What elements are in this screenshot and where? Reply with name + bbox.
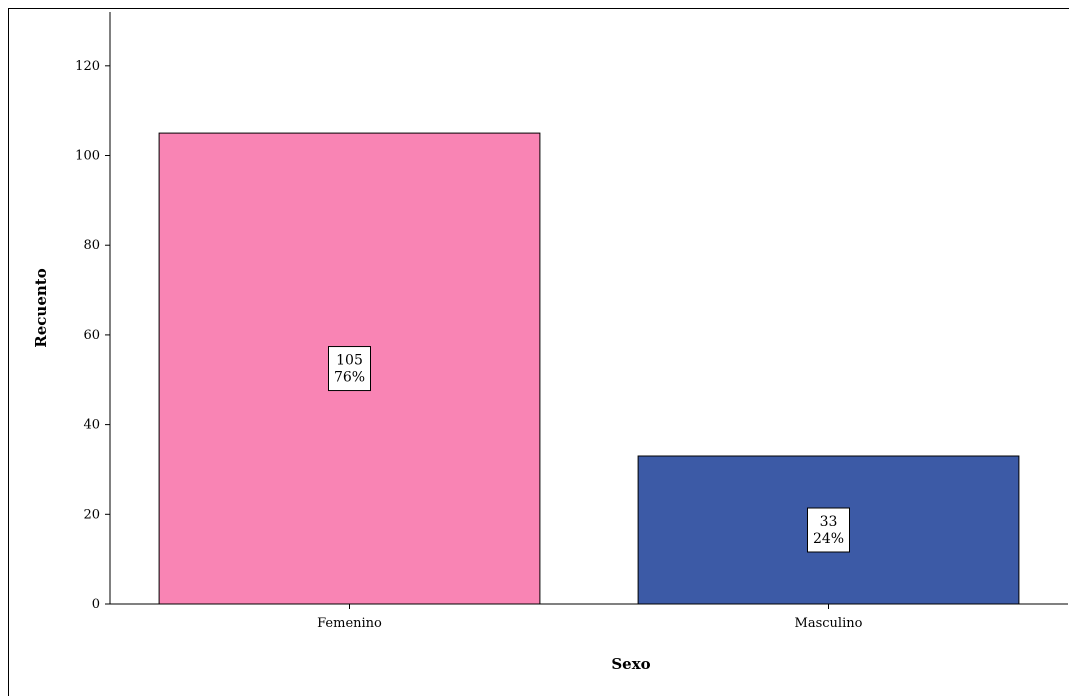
y-tick-label: 100 — [75, 149, 100, 164]
y-tick-label: 60 — [83, 328, 100, 343]
x-tick-label: Femenino — [317, 616, 382, 631]
data-label-percent: 76% — [334, 370, 365, 386]
data-label-count: 105 — [336, 353, 363, 369]
bars — [158, 132, 1020, 605]
data-label-count: 33 — [820, 514, 838, 530]
data-label-box — [328, 346, 371, 392]
y-axis-title: Recuento — [32, 268, 50, 347]
chart-frame — [8, 8, 1069, 696]
data-label-percent: 24% — [813, 531, 844, 547]
y-tick-label: 0 — [92, 597, 100, 612]
y-tick-label: 120 — [75, 59, 100, 74]
x-axis-title: Sexo — [611, 655, 650, 673]
y-tick-label: 20 — [83, 507, 100, 522]
x-tick-label: Masculino — [795, 616, 863, 631]
x-axis-ticks: Femenino Masculino — [317, 604, 863, 631]
data-label-box — [807, 507, 850, 553]
y-axis-ticks: 0 20 40 60 80 100 120 — [75, 59, 110, 612]
y-tick-label: 40 — [83, 418, 100, 433]
y-tick-label: 80 — [83, 238, 100, 253]
